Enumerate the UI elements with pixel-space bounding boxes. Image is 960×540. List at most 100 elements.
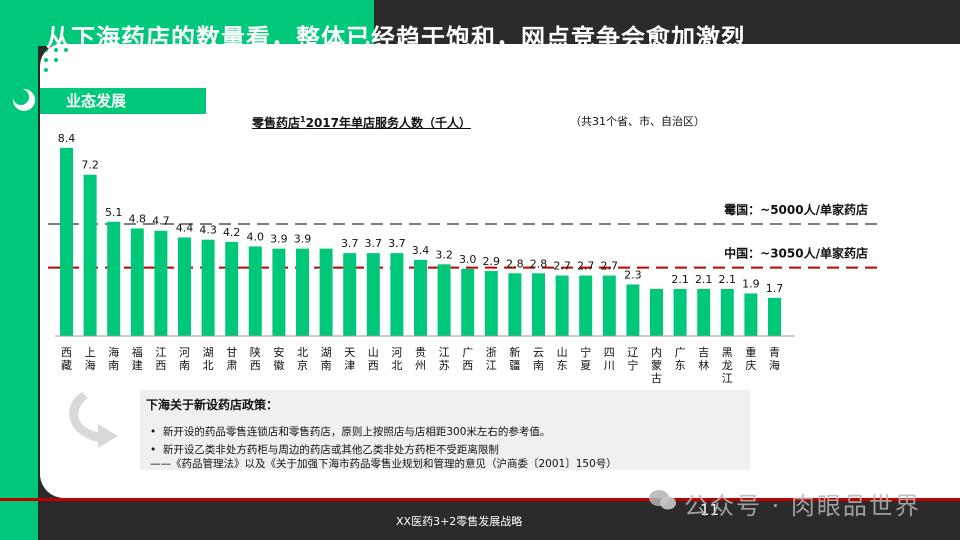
bar: [83, 174, 97, 336]
data-label: 4.8: [129, 212, 147, 225]
category-label: 山西: [368, 346, 379, 372]
category-label: 天津: [344, 346, 355, 372]
data-label: 3.7: [365, 237, 383, 250]
bar: [673, 288, 687, 336]
bar: [768, 297, 781, 336]
data-label: 3.9: [294, 233, 312, 246]
data-label: 3.0: [459, 253, 477, 266]
policy-bullet: • 新开设乙类非处方药柜与周边的药店或其他乙类非处方药柜不受距离限制: [150, 444, 499, 456]
category-label: 青海: [769, 346, 780, 372]
category-label: 内蒙古: [651, 345, 662, 385]
category-label: 福建: [132, 345, 143, 372]
page-number: 11: [700, 501, 720, 519]
data-label: 3.4: [412, 244, 430, 257]
data-label: 7.2: [81, 159, 99, 172]
wechat-icon: [649, 490, 676, 510]
category-label: 江西: [155, 346, 166, 372]
data-label: 2.1: [695, 273, 713, 286]
policy-title: 下海关于新设药店政策：: [146, 398, 279, 412]
bar: [626, 284, 640, 336]
data-label: 2.3: [624, 268, 642, 281]
category-label: 湖南: [321, 346, 332, 372]
category-label: 北京: [297, 346, 308, 372]
category-label: 湖北: [203, 346, 214, 372]
category-label: 山东: [557, 346, 568, 372]
bar: [555, 275, 569, 336]
category-label: 云南: [533, 346, 544, 372]
bar: [130, 228, 144, 336]
data-label: 3.7: [388, 237, 406, 250]
category-label: 广西: [462, 346, 473, 372]
bar: [343, 253, 357, 336]
data-label: 2.9: [483, 255, 501, 268]
bar: [366, 253, 380, 336]
bar: [461, 268, 475, 336]
top-accent-bar: [38, 0, 374, 46]
category-label: 河北: [391, 346, 402, 372]
category-label: 江苏: [439, 346, 450, 372]
bar: [437, 264, 451, 336]
category-label: 重庆: [745, 345, 756, 372]
category-label: 黑龙江: [722, 346, 733, 385]
bar: [107, 221, 121, 336]
category-label: 海南: [108, 345, 119, 372]
bar: [201, 239, 215, 336]
data-label: 5.1: [105, 206, 123, 219]
bar: [390, 253, 404, 336]
data-label: 3.7: [341, 237, 359, 250]
policy-bullet: • 新开设的药品零售连锁店和零售药店，原则上按照店与店相距300米左右的参考值。: [150, 426, 551, 438]
dot-pattern-decoration: [44, 48, 68, 72]
data-label: 3.2: [435, 248, 453, 261]
bar: [319, 248, 333, 336]
reference-line-label: 中国：~3050人/单家药店: [724, 246, 868, 261]
bar: [225, 241, 239, 336]
bar: [650, 288, 663, 336]
category-label: 贵州: [415, 346, 426, 372]
footer-title: XX医药3+2零售发展战略: [396, 515, 523, 528]
bar: [720, 288, 734, 336]
category-label: 新疆: [509, 345, 520, 372]
category-label: 辽宁: [627, 346, 638, 372]
policy-source: ——《药品管理法》以及《关于加强下海市药品零售业规划和管理的意见（沪商委〔200…: [150, 458, 617, 470]
bar: [414, 259, 427, 336]
data-label: 2.8: [530, 257, 548, 270]
bar: [484, 271, 498, 336]
data-label: 4.7: [152, 215, 170, 228]
bar: [248, 246, 262, 336]
section-tag: 业态发展: [40, 88, 206, 114]
bar: [60, 147, 73, 336]
bar: [296, 248, 309, 336]
bar: [744, 293, 758, 336]
policy-box: 下海关于新设药店政策： • 新开设的药品零售连锁店和零售药店，原则上按照店与店相…: [140, 390, 750, 470]
category-label: 安徽: [273, 345, 284, 372]
bar: [508, 273, 522, 336]
chart-subtitle: （共31个省、市、自治区）: [570, 115, 705, 128]
data-label: 8.4: [58, 132, 76, 145]
data-label: 1.9: [742, 277, 760, 290]
watermark-text: 公众号 · 肉眼品世界: [684, 492, 921, 520]
category-label: 四川: [604, 346, 615, 372]
data-label: 4.4: [176, 221, 194, 234]
data-label: 4.2: [223, 226, 241, 239]
data-label: 2.8: [506, 257, 524, 270]
data-label: 3.9: [270, 233, 288, 246]
bar: [178, 237, 191, 336]
data-label: 2.7: [577, 260, 595, 273]
bar: [602, 275, 616, 336]
category-label: 甘肃: [226, 346, 237, 372]
data-label: 1.7: [766, 282, 784, 295]
data-label: 2.7: [601, 260, 619, 273]
category-label: 宁夏: [580, 345, 591, 372]
bar: [272, 248, 286, 336]
data-label: 2.1: [671, 273, 689, 286]
category-label: 广东: [675, 346, 686, 372]
category-label: 陕西: [250, 345, 261, 372]
footer-divider: [0, 498, 960, 501]
data-label: 2.7: [553, 260, 571, 273]
data-label: 4.0: [247, 230, 265, 243]
section-ring-fill: [13, 89, 29, 105]
chart-title: 零售药店12017年单店服务人数（千人）: [252, 115, 471, 130]
category-label: 吉林: [698, 346, 709, 372]
category-label: 河南: [179, 346, 190, 372]
